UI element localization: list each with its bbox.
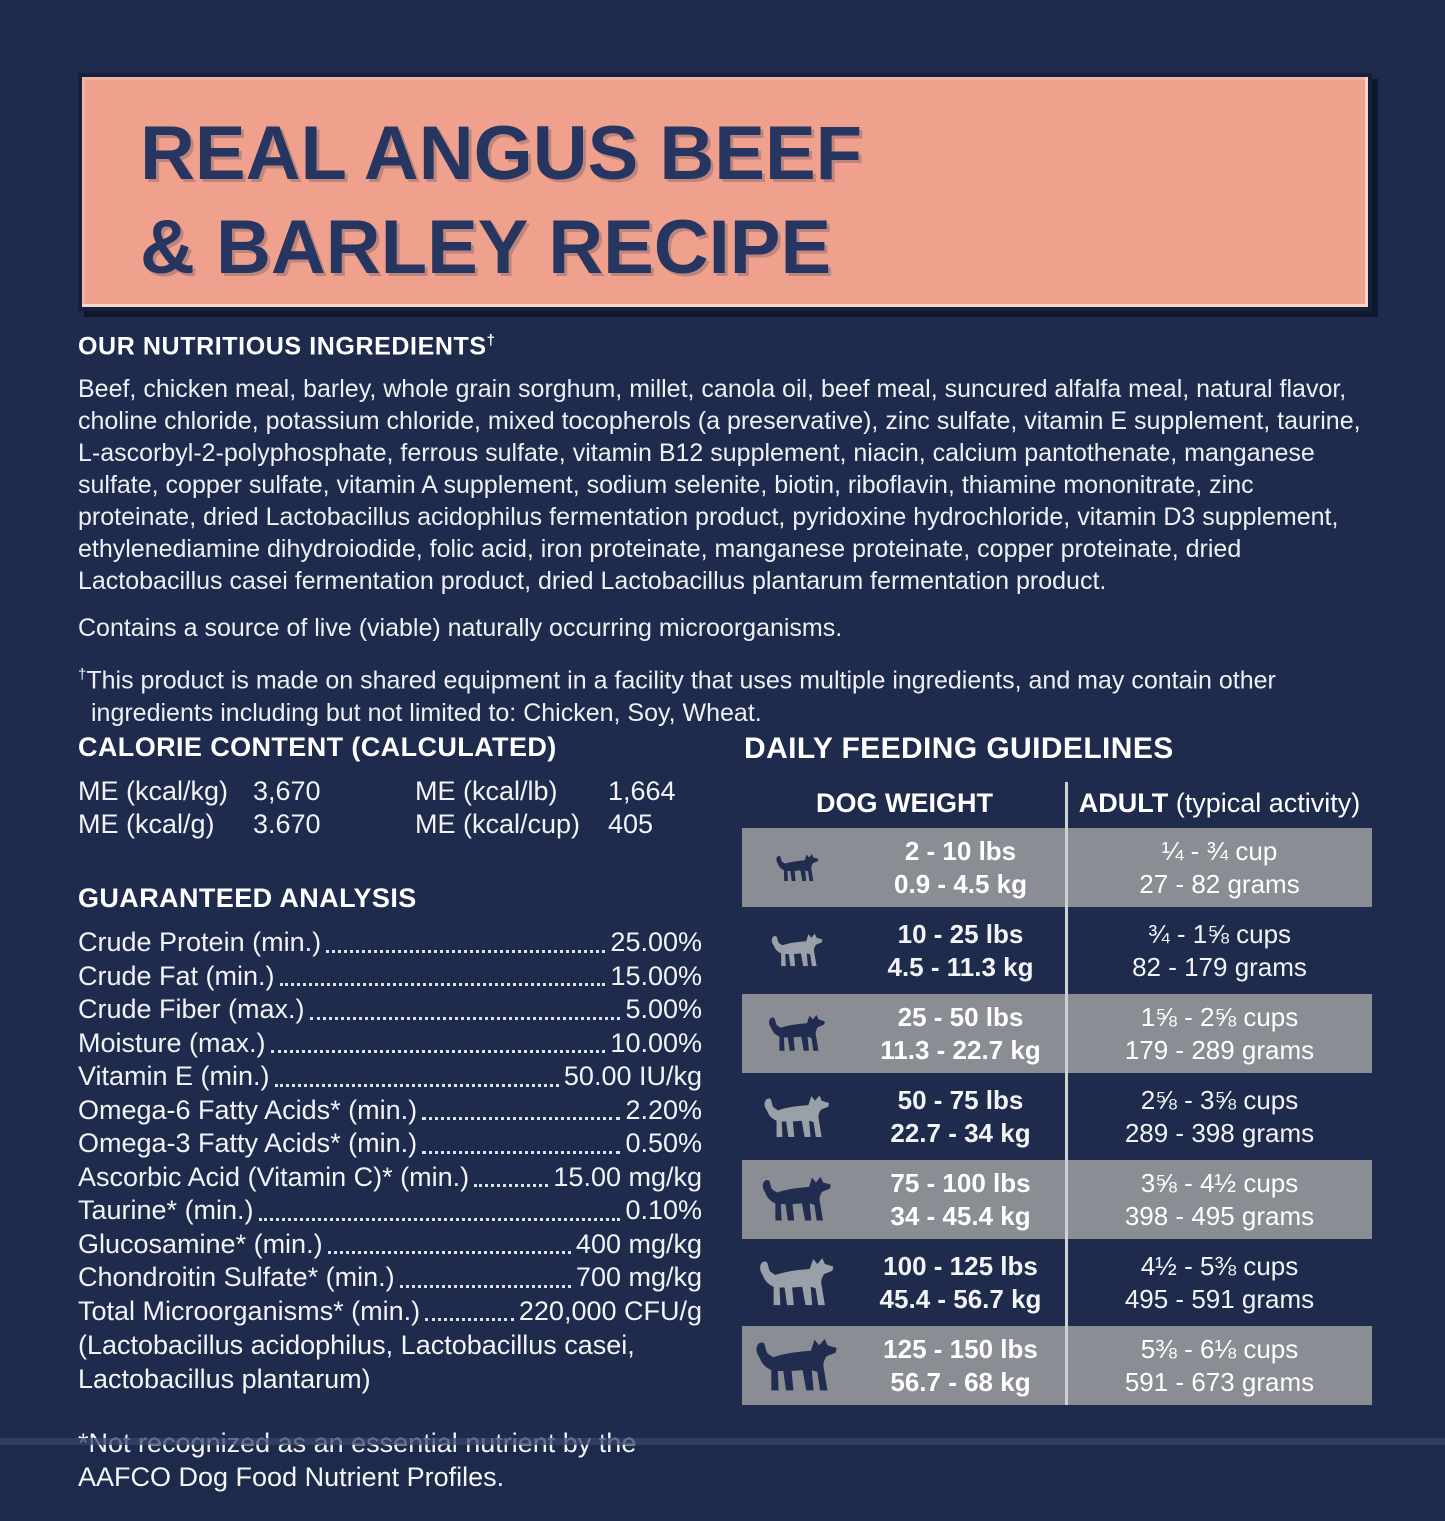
feeding-row: 25 - 50 lbs 11.3 - 22.7 kg 1⅝ - 2⅝ cups 17… (742, 994, 1372, 1073)
dog-weight-range: 25 - 50 lbs 11.3 - 22.7 kg (880, 1001, 1041, 1065)
calorie-content-section: CALORIE CONTENT (CALCULATED) ME (kcal/kg… (78, 732, 702, 841)
feeding-amount: 3⅝ - 4½ cups 398 - 495 grams (1124, 1167, 1315, 1231)
recipe-title-banner: REAL ANGUS BEEF & BARLEY RECIPE (78, 73, 1372, 311)
dot-leader (258, 1217, 621, 1221)
ingredients-heading: OUR NUTRITIOUS INGREDIENTS† (78, 332, 496, 361)
feeding-row: 10 - 25 lbs 4.5 - 11.3 kg ¾ - 1⅝ cups 82 -… (742, 911, 1372, 990)
dog-weight-range: 100 - 125 lbs 45.4 - 56.7 kg (879, 1250, 1042, 1314)
french-bulldog-dog-icon (769, 930, 827, 971)
feeding-amount: 4½ - 5⅜ cups 495 - 591 grams (1124, 1250, 1315, 1314)
calorie-content-heading: CALORIE CONTENT (CALCULATED) (78, 732, 557, 762)
shared-equipment-note: †This product is made on shared equipmen… (78, 666, 1276, 727)
analysis-row: Moisture (max.) 10.00% (78, 1027, 702, 1058)
dot-leader (309, 1016, 621, 1020)
analysis-row: Crude Fat (min.) 15.00% (78, 960, 702, 991)
calorie-label: ME (kcal/cup) (415, 809, 581, 839)
feeding-row: 125 - 150 lbs 56.7 - 68 kg 5⅜ - 6⅛ cups 59… (742, 1326, 1372, 1405)
table-header-row: DOG WEIGHT ADULT (typical activity) (742, 782, 1372, 824)
dot-leader (422, 1117, 621, 1120)
dog-weight-range: 2 - 10 lbs 0.9 - 4.5 kg (894, 835, 1027, 899)
calorie-value: 3.670 (253, 809, 321, 839)
terrier-dog-icon (766, 1011, 830, 1056)
feeding-row: 75 - 100 lbs 34 - 45.4 kg 3⅝ - 4½ cups 398… (742, 1160, 1372, 1239)
analysis-row: Ascorbic Acid (Vitamin C)* (min.) 15.00 m… (78, 1161, 702, 1192)
analysis-row: Omega-3 Fatty Acids* (min.) 0.50% (78, 1128, 702, 1158)
calorie-label: ME (kcal/g) (78, 809, 215, 839)
column-divider (1065, 782, 1068, 1405)
calorie-content-table: ME (kcal/kg) 3,670 ME (kcal/lb) 1,664 ME… (78, 775, 702, 841)
dot-leader (425, 1318, 514, 1321)
dot-leader (399, 1284, 571, 1288)
analysis-row: Taurine* (min.) 0.10% (78, 1195, 702, 1225)
feeding-row: 50 - 75 lbs 22.7 - 34 kg 2⅝ - 3⅝ cups 289 … (742, 1077, 1372, 1156)
analysis-row: Omega-6 Fatty Acids* (min.) 2.20% (78, 1094, 702, 1125)
dog-weight-column-header: DOG WEIGHT (816, 787, 993, 818)
calorie-value: 405 (608, 809, 654, 839)
microorganisms-detail: (Lactobacillus acidophilus, Lactobacillu… (78, 1330, 635, 1394)
analysis-row: Glucosamine* (min.) 400 mg/kg (78, 1228, 702, 1259)
calorie-label: ME (kcal/lb) (415, 776, 558, 806)
rottweiler-dog-icon (756, 1253, 840, 1312)
dot-leader (274, 1083, 559, 1087)
analysis-row: Crude Fiber (max.) 5.00% (78, 994, 702, 1024)
dot-leader (279, 983, 606, 986)
feeding-amount: 2⅝ - 3⅝ cups 289 - 398 grams (1124, 1084, 1315, 1148)
ingredients-section: OUR NUTRITIOUS INGREDIENTS† Beef, chicke… (78, 332, 1374, 729)
left-column: CALORIE CONTENT (CALCULATED) ME (kcal/kg… (78, 732, 702, 1521)
dot-leader (326, 949, 606, 953)
feeding-amount: 5⅜ - 6⅛ cups 591 - 673 grams (1124, 1333, 1315, 1397)
dot-leader (474, 1184, 549, 1187)
dot-leader (327, 1251, 571, 1254)
dog-weight-range: 125 - 150 lbs 56.7 - 68 kg (883, 1333, 1038, 1397)
dog-food-label-back-panel: REAL ANGUS BEEF & BARLEY RECIPE OUR NUTRI… (0, 73, 1445, 1492)
pitbull-dog-icon (761, 1091, 835, 1143)
analysis-row: Crude Protein (min.) 25.00% (78, 927, 702, 957)
dot-leader (270, 1050, 606, 1053)
adult-column-header: ADULT (typical activity) (1078, 787, 1361, 818)
guaranteed-analysis-table: Crude Protein (min.) 25.00% Crude Fat (mi… (78, 926, 702, 1328)
live-microorganisms-note: Contains a source of live (viable) natur… (78, 614, 843, 643)
feeding-guidelines-heading: DAILY FEEDING GUIDELINES (744, 732, 1174, 765)
analysis-row: Total Microorganisms* (min.) 220,000 CFU/… (78, 1295, 702, 1326)
feeding-amount: ¾ - 1⅝ cups 82 - 179 grams (1132, 918, 1307, 982)
aafco-footnote: *Not recognized as an essential nutrient… (78, 1428, 636, 1492)
feeding-row: 100 - 125 lbs 45.4 - 56.7 kg 4½ - 5⅜ cups… (742, 1243, 1372, 1322)
ingredients-list: Beef, chicken meal, barley, whole grain … (78, 375, 1361, 596)
calorie-value: 3,670 (253, 776, 321, 806)
analysis-row: Chondroitin Sulfate* (min.) 700 mg/kg (78, 1262, 702, 1292)
feeding-guidelines-section: DAILY FEEDING GUIDELINES DOG WEIGHT ADUL… (742, 732, 1372, 1405)
analysis-row: Vitamin E (min.) 50.00 IU/kg (78, 1061, 702, 1091)
dog-weight-range: 10 - 25 lbs 4.5 - 11.3 kg (887, 918, 1034, 982)
dot-leader (422, 1150, 621, 1154)
recipe-title: REAL ANGUS BEEF & BARLEY RECIPE (140, 111, 863, 290)
label-bottom-edge (0, 1438, 1445, 1445)
chihuahua-dog-icon (774, 851, 822, 885)
newfoundland-dog-icon (752, 1333, 844, 1398)
feeding-amount: 1⅝ - 2⅝ cups 179 - 289 grams (1124, 1001, 1315, 1065)
feeding-amount: ¼ - ¾ cup 27 - 82 grams (1139, 835, 1300, 899)
great-dane-dog-icon (759, 1172, 837, 1227)
feeding-row: 2 - 10 lbs 0.9 - 4.5 kg ¼ - ¾ cup 27 - 82 … (742, 828, 1372, 907)
calorie-label: ME (kcal/kg) (78, 776, 229, 806)
calorie-value: 1,664 (608, 776, 676, 806)
feeding-guidelines-table: DOG WEIGHT ADULT (typical activity) 2 - … (742, 782, 1372, 1405)
guaranteed-analysis-section: GUARANTEED ANALYSIS Crude Protein (min.)… (78, 883, 702, 1494)
guaranteed-analysis-heading: GUARANTEED ANALYSIS (78, 883, 417, 913)
dog-weight-range: 50 - 75 lbs 22.7 - 34 kg (890, 1084, 1031, 1148)
dog-weight-range: 75 - 100 lbs 34 - 45.4 kg (890, 1167, 1031, 1231)
